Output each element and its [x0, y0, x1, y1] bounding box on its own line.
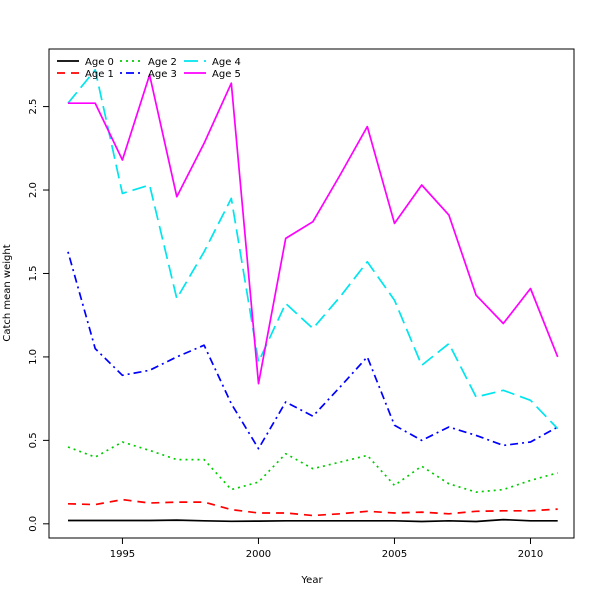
- x-axis: 1995 2000 2005 2010: [110, 538, 543, 560]
- y-tick-label: 1.5: [28, 266, 39, 282]
- series-line-age-5: [68, 74, 559, 385]
- series-line-age-2: [67, 441, 558, 493]
- series-layer: [67, 69, 559, 523]
- y-axis: 0.0 0.5 1.0 1.5 2.0 2.5: [28, 99, 49, 532]
- y-tick-label: 0.5: [28, 432, 39, 448]
- legend-label-age-3: Age 3: [148, 69, 177, 80]
- legend-label-age-1: Age 1: [85, 69, 114, 80]
- y-tick-label: 2.0: [28, 182, 39, 198]
- legend-label-age-0: Age 0: [85, 57, 114, 68]
- y-tick-label: 1.0: [28, 349, 39, 365]
- plot-frame: [48, 48, 575, 539]
- series-line-age-0: [68, 518, 558, 523]
- y-axis-title: Catch mean weight: [2, 244, 13, 341]
- y-tick-label: 2.5: [28, 99, 39, 115]
- legend-label-age-2: Age 2: [148, 57, 177, 68]
- y-tick-label: 0.0: [28, 516, 39, 532]
- x-tick-label: 2010: [518, 549, 543, 560]
- series-line-age-1: [67, 498, 558, 517]
- x-axis-title: Year: [300, 575, 323, 586]
- x-tick-label: 1995: [110, 549, 135, 560]
- legend-label-age-5: Age 5: [212, 69, 241, 80]
- x-tick-label: 2005: [382, 549, 407, 560]
- series-line-age-3: [67, 251, 559, 450]
- x-tick-label: 2000: [246, 549, 271, 560]
- legend-label-age-4: Age 4: [212, 57, 241, 68]
